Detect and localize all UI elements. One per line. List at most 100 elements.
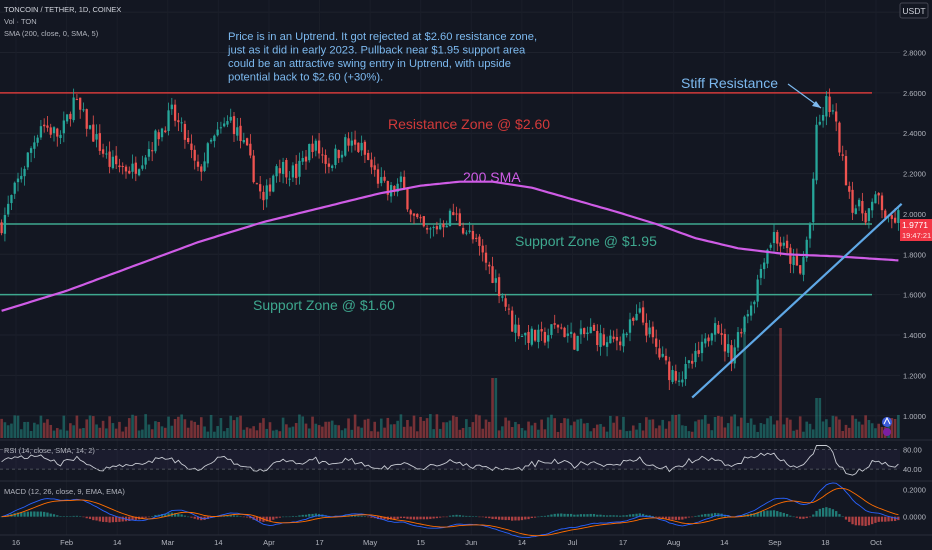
- price-tick: 2.0000: [903, 210, 926, 219]
- candle-body: [461, 227, 465, 234]
- candle-body: [766, 249, 769, 264]
- volume-bar: [877, 423, 881, 438]
- volume-bar: [671, 414, 674, 438]
- macd-hist-bar: [497, 516, 501, 520]
- volume-bar: [543, 429, 547, 438]
- candle-body: [121, 166, 124, 168]
- volume-bar: [648, 419, 651, 438]
- candle-body: [785, 240, 789, 249]
- candle-body: [589, 326, 592, 334]
- candle-body: [569, 331, 573, 334]
- settings-icon[interactable]: [882, 416, 892, 427]
- currency-badge[interactable]: USDT: [899, 2, 929, 19]
- volume-bar: [838, 419, 841, 438]
- volume-bar: [563, 418, 566, 438]
- note-line: potential back to $2.60 (+30%).: [228, 72, 383, 84]
- volume-bar: [222, 431, 226, 438]
- time-axis[interactable]: 16 Feb 14 Mar 14 Apr 17 May 15 Jun 14 Jul 17 Aug 14 Sep…: [12, 538, 883, 547]
- time-tick: 17: [619, 538, 627, 547]
- volume-bar: [622, 416, 625, 438]
- legend: TONCOIN / TETHER, 1D, COINEX Vol · TON S…: [4, 5, 121, 38]
- candle-body: [841, 154, 844, 156]
- volume-bar: [432, 429, 435, 438]
- volume-bar: [723, 427, 727, 438]
- macd-hist-bar: [288, 516, 291, 518]
- macd-hist-bar: [818, 508, 821, 517]
- candle-body: [324, 154, 327, 164]
- candle-body: [272, 175, 275, 192]
- volume-bar: [144, 414, 147, 438]
- volume-bar: [586, 422, 589, 438]
- candle-body: [648, 327, 651, 335]
- volume-bar: [75, 415, 79, 438]
- candle-body: [0, 222, 3, 234]
- candle-body: [746, 314, 749, 317]
- volume-bar: [870, 423, 874, 438]
- volume-bar: [242, 429, 246, 438]
- candle-body: [828, 96, 831, 113]
- macd-hist-bar: [43, 511, 46, 517]
- macd-hist-bar: [278, 516, 281, 518]
- candle-body: [442, 223, 445, 228]
- candle-body: [880, 195, 884, 211]
- macd-hist-bar: [229, 514, 232, 517]
- volume-bar: [409, 426, 413, 438]
- candle-body: [29, 148, 33, 153]
- macd-hist-bar: [295, 516, 298, 517]
- indicator-icon[interactable]: [883, 428, 891, 436]
- volume-bar: [775, 420, 779, 438]
- candle-body: [134, 162, 137, 174]
- volume-bar: [789, 419, 792, 438]
- macd-hist-bar: [668, 516, 671, 520]
- candle-body: [255, 183, 259, 185]
- candle-body: [370, 159, 373, 168]
- time-tick: 17: [315, 538, 323, 547]
- price-tick: 2.6000: [903, 89, 926, 98]
- candle-body: [501, 296, 504, 298]
- volume-bar: [366, 418, 370, 438]
- candle-body: [285, 159, 288, 178]
- macd-hist-bar: [429, 516, 432, 519]
- volume-bar: [491, 378, 494, 438]
- candle-body: [386, 181, 389, 195]
- macd-hist-bar: [141, 516, 144, 519]
- volume-bar: [285, 424, 288, 438]
- volume-bar: [353, 414, 357, 438]
- volume-bar: [317, 425, 321, 438]
- volume-bar: [448, 420, 452, 438]
- volume-bar: [108, 416, 111, 438]
- volume-bar: [147, 424, 151, 438]
- candle-body: [160, 128, 164, 138]
- candle-body: [769, 244, 772, 248]
- candle-body: [543, 331, 547, 343]
- candle-body: [753, 301, 756, 305]
- macd-hist-bar: [599, 514, 602, 517]
- macd-hist-bar: [455, 514, 458, 517]
- candle-body: [733, 347, 736, 364]
- volume-bar: [26, 421, 30, 438]
- macd-hist-bar: [884, 516, 887, 522]
- candle-body: [677, 380, 681, 382]
- candle-body: [141, 165, 144, 169]
- macd-hist-bar: [69, 516, 72, 517]
- stiff-resistance-label: Stiff Resistance: [681, 75, 778, 91]
- macd-hist-bar: [527, 516, 530, 520]
- candle-body: [763, 262, 766, 270]
- candle-body: [491, 266, 494, 283]
- volume-bar: [95, 424, 98, 438]
- candle-body: [304, 156, 308, 162]
- macd-hist-bar: [638, 513, 641, 517]
- volume-bar: [484, 419, 488, 438]
- volume-bar: [815, 398, 818, 438]
- volume-bar: [635, 429, 638, 438]
- candle-body: [151, 150, 154, 152]
- volume-bar: [386, 417, 390, 438]
- macd-hist-bar: [609, 515, 612, 517]
- candle-body: [429, 228, 432, 230]
- macd-hist-bar: [880, 516, 884, 522]
- macd-hist-bar: [569, 513, 573, 517]
- volume-bar: [510, 427, 514, 438]
- candle-body: [137, 169, 141, 176]
- macd-hist-bar: [285, 516, 288, 518]
